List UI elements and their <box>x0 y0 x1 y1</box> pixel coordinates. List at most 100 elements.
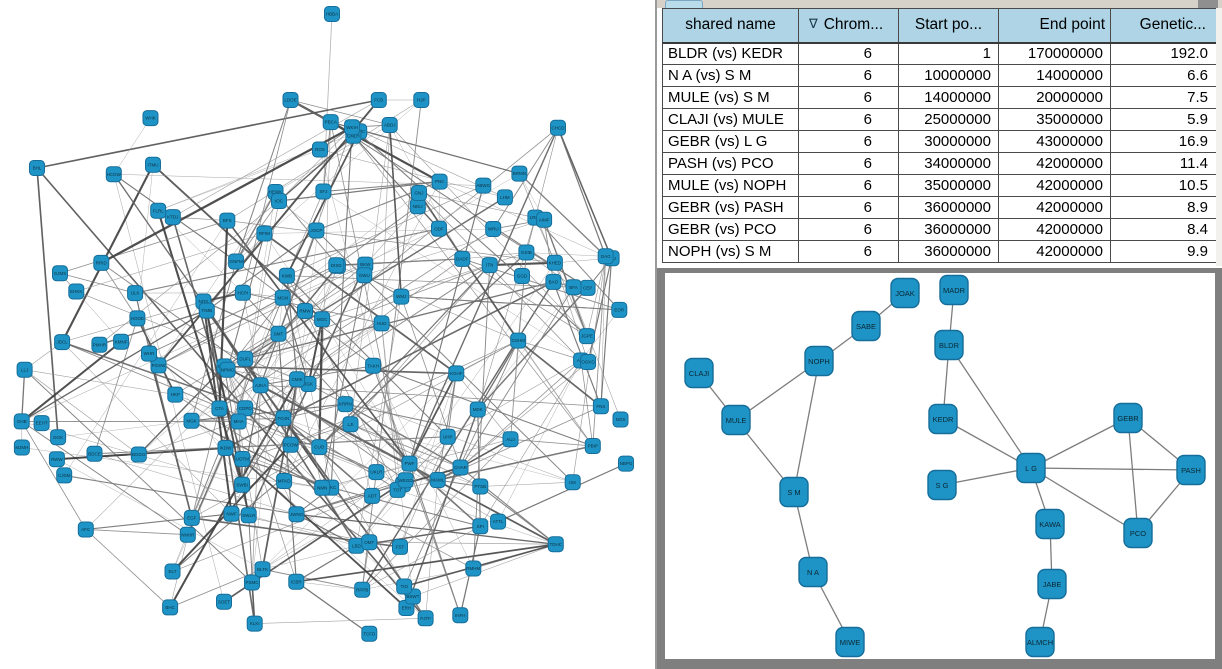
table-cell[interactable]: 6 <box>798 240 899 263</box>
table-cell[interactable]: 42000000 <box>998 218 1111 241</box>
network-node[interactable]: BHL <box>29 160 45 176</box>
network-node[interactable]: CUO <box>311 439 328 456</box>
network-node[interactable]: FNS <box>592 398 609 415</box>
table-row[interactable]: BLDR (vs) KEDR 6 1 170000000 192.0 <box>662 42 1217 65</box>
table-cell[interactable]: 6 <box>798 64 899 87</box>
network-node[interactable]: DAG <box>597 248 614 265</box>
network-node[interactable]: ICBR <box>288 573 305 590</box>
table-cell[interactable]: 10.5 <box>1110 174 1217 197</box>
network-node[interactable]: IHFH <box>452 607 469 624</box>
filter-icon[interactable]: ∇ <box>809 16 818 32</box>
network-node[interactable]: BRMN <box>511 165 528 182</box>
network-node[interactable]: TCFD <box>361 625 378 642</box>
network-node[interactable]: SOET <box>216 593 232 610</box>
table-cell[interactable]: 6 <box>798 218 899 241</box>
network-node[interactable]: NNHR <box>179 526 196 543</box>
network-node[interactable]: KGHF <box>448 365 465 382</box>
table-cell[interactable]: 25000000 <box>898 108 999 131</box>
small-network-svg[interactable]: JOAK MADR SABE NOPH CLAJI BLDR MULE KEDR GEBR L G… <box>665 273 1215 659</box>
network-node[interactable]: IKDW <box>217 440 234 456</box>
network-node[interactable]: PJTF <box>417 610 434 627</box>
table-cell[interactable]: GEBR (vs) PCO <box>662 218 799 241</box>
network-node-CLAJI[interactable]: CLAJI <box>684 357 714 389</box>
column-header-genetic-distance[interactable]: Genetic... <box>1110 8 1217 44</box>
network-node[interactable]: DUFL <box>237 350 254 367</box>
network-node[interactable]: GWU <box>356 267 373 284</box>
network-node[interactable]: EEHT <box>33 415 50 432</box>
network-node[interactable]: ITMU <box>145 156 161 173</box>
network-node-NA[interactable]: N A <box>798 556 828 588</box>
network-node[interactable]: TAKH <box>365 357 382 374</box>
table-cell[interactable]: 42000000 <box>998 174 1111 197</box>
table-cell[interactable]: 20000000 <box>998 86 1111 109</box>
table-cell[interactable]: GEBR (vs) PASH <box>662 196 799 219</box>
network-node[interactable]: NBPG <box>618 455 634 472</box>
network-node-JABE[interactable]: JABE <box>1037 568 1067 600</box>
network-node[interactable]: AJKA <box>252 377 269 394</box>
table-cell[interactable]: MULE (vs) NOPH <box>662 174 799 197</box>
table-cell[interactable]: 11.4 <box>1110 152 1217 175</box>
table-cell[interactable]: 7.5 <box>1110 86 1217 109</box>
network-node[interactable]: HKP <box>167 386 184 403</box>
network-node[interactable]: BOGG <box>130 446 147 463</box>
table-cell[interactable]: 6 <box>798 42 899 65</box>
network-node[interactable]: EHKK <box>68 283 85 300</box>
network-node[interactable]: ULK <box>127 285 144 302</box>
network-node-PCO[interactable]: PCO <box>1123 517 1153 549</box>
network-node[interactable]: HJP <box>413 92 430 108</box>
network-node[interactable]: BDCE <box>86 445 103 462</box>
network-node[interactable]: ABDJ <box>381 117 398 133</box>
network-node[interactable]: JWNO <box>288 506 305 523</box>
network-node[interactable]: PBCA <box>322 114 339 131</box>
network-node[interactable]: HOOE <box>129 310 146 327</box>
table-cell[interactable]: 42000000 <box>998 240 1111 263</box>
network-node[interactable]: NWF <box>223 505 240 522</box>
network-node[interactable]: CHCD <box>550 119 566 136</box>
network-node[interactable]: ITN <box>481 257 498 274</box>
network-node[interactable]: EOR <box>611 301 628 318</box>
network-node[interactable]: SPI <box>472 518 489 535</box>
network-node-SG[interactable]: S G <box>927 469 957 501</box>
table-row[interactable]: MULE (vs) S M 6 14000000 20000000 7.5 <box>662 86 1217 109</box>
network-node[interactable]: PBIP <box>584 438 601 454</box>
table-row[interactable]: GEBR (vs) PCO 6 36000000 42000000 8.4 <box>662 218 1217 241</box>
table-cell[interactable]: 35000000 <box>898 174 999 197</box>
network-node[interactable]: JDCL <box>54 334 71 351</box>
network-node[interactable]: ADT <box>364 487 381 504</box>
network-node[interactable]: RMHM <box>465 560 482 577</box>
network-node[interactable]: ABWG <box>475 177 492 194</box>
network-node[interactable]: RRID <box>93 254 110 271</box>
network-node[interactable]: AFC <box>77 521 94 538</box>
network-node[interactable]: MCM <box>274 289 291 306</box>
network-node[interactable]: KTDJ <box>164 209 181 226</box>
network-node[interactable]: JOCP <box>308 222 325 239</box>
network-node[interactable]: SFJ <box>315 183 332 200</box>
table-cell[interactable]: CLAJI (vs) MULE <box>662 108 799 131</box>
table-cell[interactable]: 6.6 <box>1110 64 1217 87</box>
network-node[interactable]: NLTK <box>254 561 271 578</box>
network-node[interactable]: ODF <box>431 220 447 237</box>
network-node[interactable]: GHB <box>13 413 30 430</box>
network-node[interactable]: CTA <box>211 400 228 417</box>
network-node[interactable]: PTSB <box>472 478 489 495</box>
table-cell[interactable]: MULE (vs) S M <box>662 86 799 109</box>
network-node[interactable]: DADF <box>454 250 471 267</box>
network-node[interactable]: SWLR <box>240 507 257 524</box>
network-node[interactable]: GSIB <box>518 244 535 261</box>
large-network-svg[interactable]: HBBABHLLHMHCPIUHPLBDCDPDCHARWHIOLRLSICBR… <box>0 0 655 669</box>
network-node[interactable]: KRRN <box>337 396 354 413</box>
network-node[interactable]: TIMB <box>198 302 215 319</box>
network-node[interactable]: LHM <box>496 189 513 206</box>
network-node[interactable]: KWB <box>278 267 295 284</box>
table-cell[interactable]: 6 <box>798 174 899 197</box>
network-node-SABE[interactable]: SABE <box>851 310 881 342</box>
network-node[interactable]: PMHR <box>91 336 108 353</box>
network-node[interactable]: FOJN <box>275 410 292 427</box>
network-node[interactable]: KMNF <box>113 333 130 350</box>
table-cell[interactable]: 36000000 <box>898 218 999 241</box>
network-node[interactable]: WMJ <box>393 288 410 305</box>
table-row[interactable]: MULE (vs) NOPH 6 35000000 42000000 10.5 <box>662 174 1217 197</box>
table-cell[interactable]: 36000000 <box>898 240 999 263</box>
network-node[interactable]: ELT <box>164 563 181 580</box>
network-node[interactable]: MJMH <box>13 439 30 456</box>
